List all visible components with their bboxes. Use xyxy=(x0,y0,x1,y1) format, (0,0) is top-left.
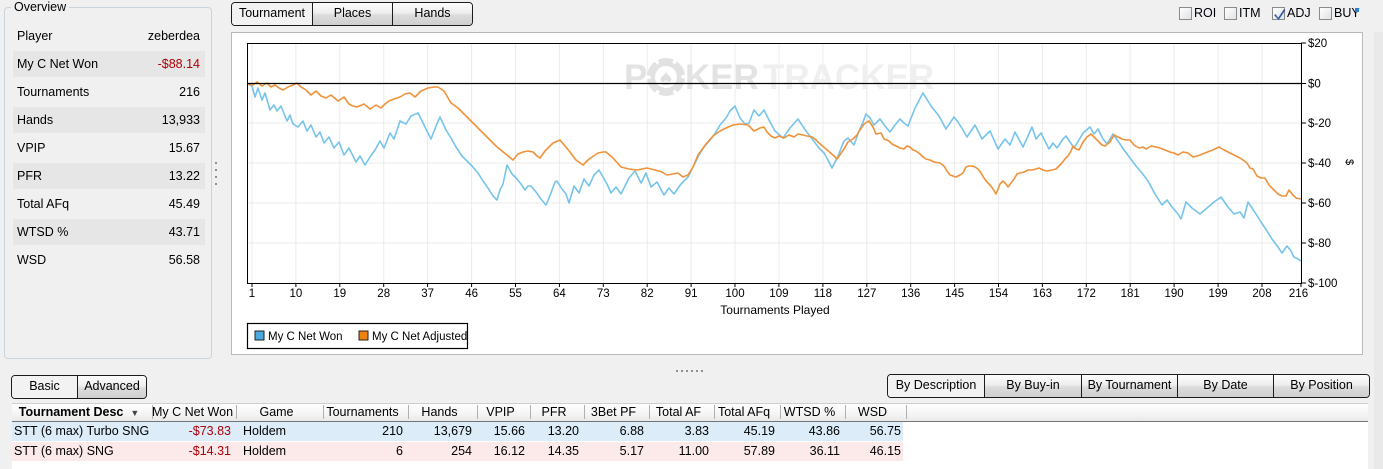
svg-text:163: 163 xyxy=(1033,288,1052,300)
svg-text:$-20: $-20 xyxy=(1308,118,1331,130)
svg-text:181: 181 xyxy=(1121,288,1140,300)
svg-text:19: 19 xyxy=(333,288,346,300)
svg-text:TRACKER: TRACKER xyxy=(763,58,934,97)
svg-text:172: 172 xyxy=(1077,288,1096,300)
svg-text:$0: $0 xyxy=(1308,79,1321,91)
svg-text:216: 216 xyxy=(1289,288,1308,300)
svg-text:91: 91 xyxy=(685,288,698,300)
svg-text:1: 1 xyxy=(249,288,255,300)
svg-text:145: 145 xyxy=(945,288,964,300)
svg-text:154: 154 xyxy=(989,288,1009,300)
svg-text:P: P xyxy=(624,58,647,97)
svg-text:KER: KER xyxy=(685,58,759,97)
svg-text:$-100: $-100 xyxy=(1308,278,1337,290)
svg-text:37: 37 xyxy=(421,288,434,300)
svg-text:10: 10 xyxy=(290,288,303,300)
svg-text:118: 118 xyxy=(814,288,832,300)
svg-text:$: $ xyxy=(1343,159,1355,165)
svg-text:My C Net Won: My C Net Won xyxy=(268,331,343,343)
svg-text:82: 82 xyxy=(641,288,654,300)
svg-text:190: 190 xyxy=(1165,288,1184,300)
svg-text:Tournaments Played: Tournaments Played xyxy=(720,303,829,317)
svg-text:$20: $20 xyxy=(1308,38,1327,50)
svg-text:$-40: $-40 xyxy=(1308,158,1331,170)
svg-text:127: 127 xyxy=(857,288,876,300)
svg-text:73: 73 xyxy=(597,288,610,300)
svg-text:46: 46 xyxy=(465,288,478,300)
svg-text:♠: ♠ xyxy=(660,64,672,90)
svg-text:208: 208 xyxy=(1252,288,1271,300)
svg-text:My C Net Adjusted: My C Net Adjusted xyxy=(372,331,467,343)
svg-text:100: 100 xyxy=(725,288,744,300)
svg-text:55: 55 xyxy=(509,288,522,300)
svg-text:$-80: $-80 xyxy=(1308,238,1331,250)
svg-text:28: 28 xyxy=(377,288,390,300)
svg-text:109: 109 xyxy=(769,288,788,300)
svg-text:64: 64 xyxy=(553,288,566,300)
svg-text:136: 136 xyxy=(901,288,920,300)
svg-text:199: 199 xyxy=(1209,288,1228,300)
svg-text:$-60: $-60 xyxy=(1308,198,1331,210)
